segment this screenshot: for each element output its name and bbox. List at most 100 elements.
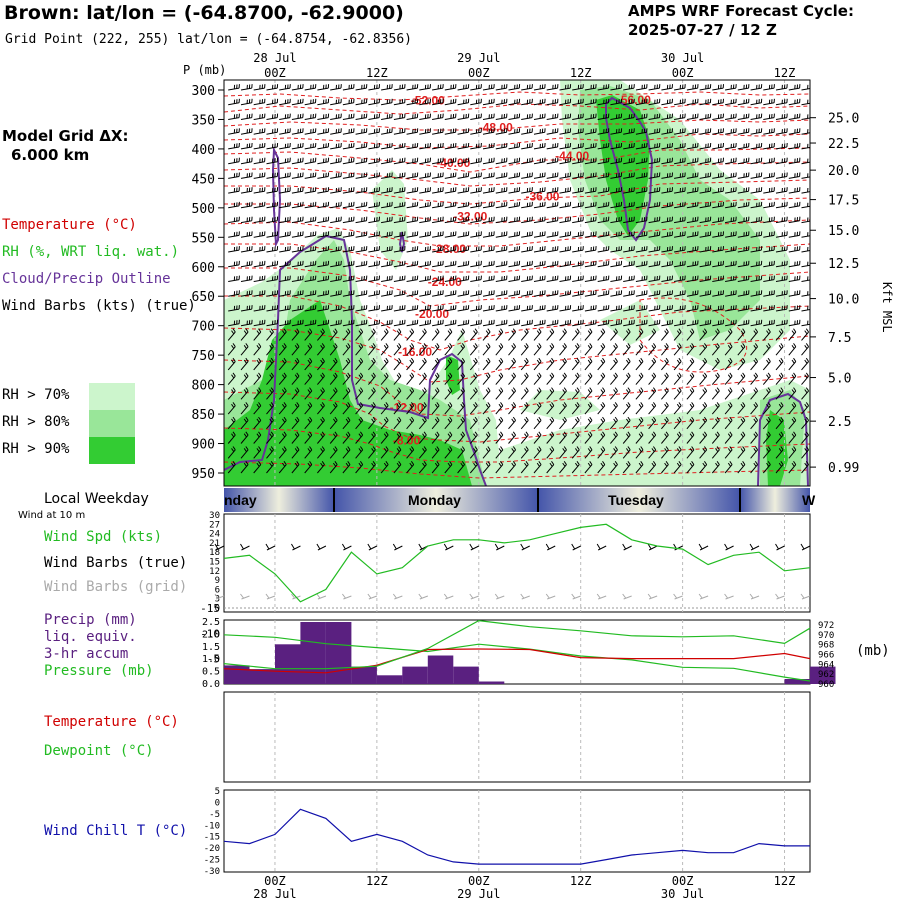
wind-barb <box>482 113 495 120</box>
wind-barb <box>533 290 546 297</box>
wind-barb <box>279 142 291 150</box>
wind-barb <box>266 461 274 474</box>
wind-barb <box>559 187 572 194</box>
wind-barb <box>546 402 555 415</box>
wind-barb <box>572 290 584 297</box>
wind-barb <box>724 328 733 341</box>
wind-barb <box>508 343 517 356</box>
wind-barb-grid <box>214 593 225 600</box>
wind-barb <box>750 290 763 297</box>
wind-barb <box>648 201 661 209</box>
wind-barb <box>763 201 775 209</box>
wind-barb <box>342 343 351 356</box>
wind-barb <box>635 157 648 165</box>
wind-barb <box>368 172 380 179</box>
wind-barb <box>763 305 775 312</box>
wind-barb <box>431 402 440 415</box>
precip-tick-label: 0.5 <box>202 667 220 678</box>
wind-barb <box>623 113 635 120</box>
wind-barb <box>227 431 236 444</box>
wind-barb <box>762 461 771 474</box>
wind-barb <box>711 343 720 356</box>
wind-barb <box>304 216 317 224</box>
wind-barb <box>686 128 699 135</box>
wind-barb <box>381 305 393 312</box>
wind-barb <box>801 461 810 474</box>
wind-barb <box>304 387 313 400</box>
wind-barb <box>775 446 784 459</box>
wind-barb <box>266 328 274 341</box>
wind-barb <box>495 275 508 282</box>
wind-barb <box>355 343 364 356</box>
wind-barb <box>597 446 606 459</box>
wind-barb <box>661 461 669 474</box>
wind-barb <box>571 387 580 400</box>
wind-barb <box>584 246 597 253</box>
wind-barb <box>355 142 368 150</box>
legend-precip-line2: liq. equiv. <box>44 629 137 645</box>
wind-barb <box>266 372 274 385</box>
wind-barb-true <box>749 543 760 551</box>
wind-barb <box>317 216 330 224</box>
wind-barb <box>801 387 810 400</box>
wind-barb <box>240 231 253 238</box>
wind-barb <box>559 113 572 120</box>
wind-barb <box>699 305 712 312</box>
wind-barb <box>584 98 597 106</box>
wind-barb <box>470 216 482 224</box>
wind-barb <box>406 387 415 400</box>
wind-barb <box>508 431 517 444</box>
wind-barb <box>737 343 746 356</box>
wind-barb <box>533 98 546 106</box>
wind-barb <box>559 416 567 430</box>
wind-barb <box>508 446 517 459</box>
wind-barb <box>762 416 771 430</box>
wind-barb <box>597 246 610 253</box>
wind-barb <box>610 187 623 194</box>
wind-barb <box>725 157 737 165</box>
wind-barb <box>380 357 389 371</box>
wind-barb <box>686 84 699 91</box>
wind-barb <box>278 357 287 371</box>
wind-barb <box>559 372 567 385</box>
wind-barb <box>253 372 262 385</box>
wind-barb <box>521 187 533 194</box>
wind-barb <box>253 216 266 224</box>
wind-barb <box>432 231 444 238</box>
wind-barb <box>763 187 775 194</box>
temperature-contour-label: -8.00 <box>393 434 421 448</box>
wind-barb <box>686 98 699 106</box>
wind-barb <box>597 142 610 150</box>
wind-barb <box>355 402 364 415</box>
wind-barb <box>393 461 402 474</box>
wind-barb <box>559 201 572 209</box>
pressure-tick-label: 960 <box>818 680 834 690</box>
date-tick-label: 28 Jul <box>253 51 296 65</box>
wind-barb <box>381 84 393 91</box>
wind-barb <box>228 216 240 224</box>
wind-barb <box>227 446 236 459</box>
wind-barb <box>597 216 610 224</box>
wind-barb <box>699 142 712 150</box>
wind-speed-tick-label: 24 <box>209 530 220 540</box>
wind-barb <box>304 157 317 165</box>
wind-barb <box>317 305 330 312</box>
wind-barb <box>801 275 810 282</box>
wind-barb <box>355 372 364 385</box>
wind-barb <box>495 343 504 356</box>
wind-barb <box>648 172 661 179</box>
legend-rh70: RH > 70% <box>2 387 70 403</box>
wind-barb <box>750 357 759 371</box>
temperature-frame <box>223 691 811 783</box>
wind-barb <box>406 372 415 385</box>
wind-barb <box>622 402 631 415</box>
wind-barb <box>304 246 317 253</box>
wind-barb <box>317 328 325 341</box>
wind-barb <box>253 319 266 327</box>
wind-barb <box>571 431 580 444</box>
wind-barb <box>228 305 240 312</box>
wind-barb <box>699 431 708 444</box>
wind-barb <box>380 402 389 415</box>
wind-barb <box>444 246 457 253</box>
wind-barb <box>406 84 419 91</box>
